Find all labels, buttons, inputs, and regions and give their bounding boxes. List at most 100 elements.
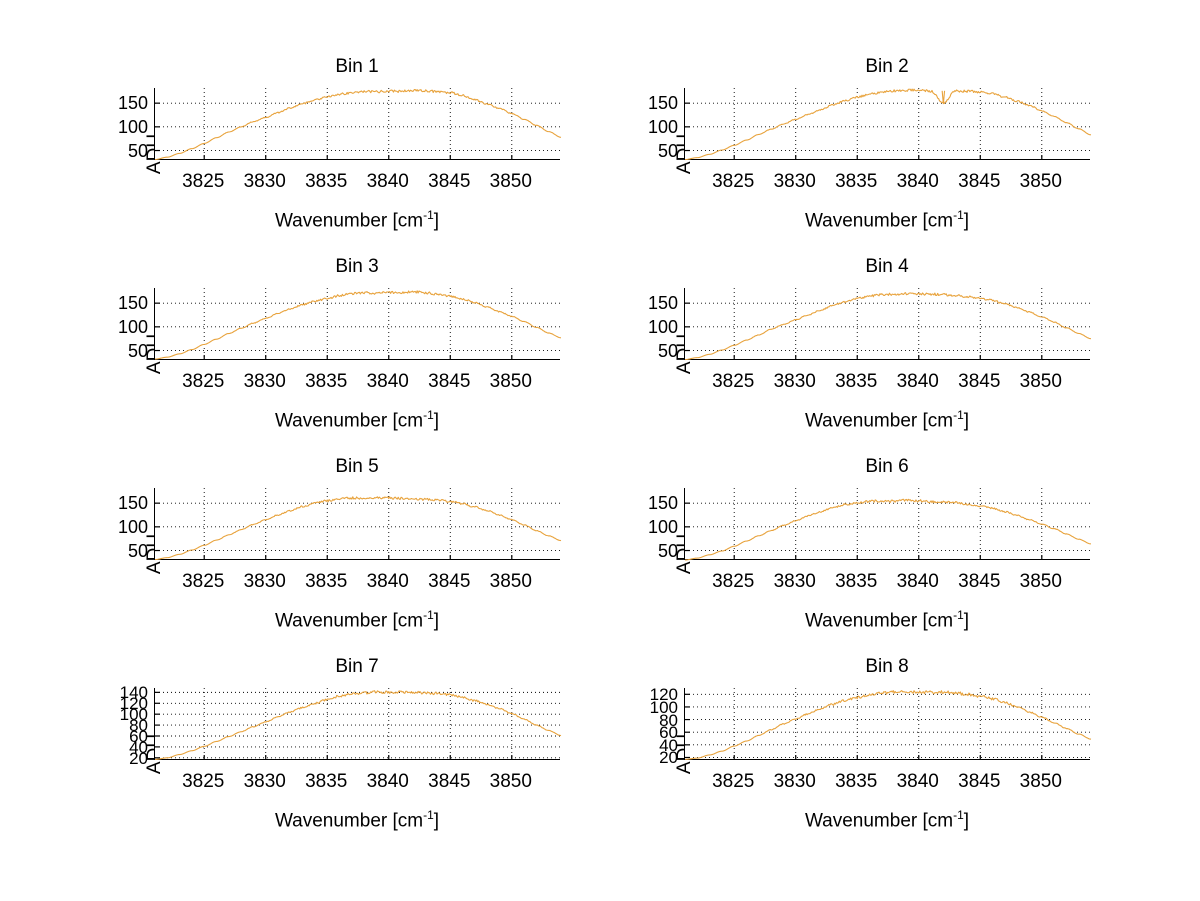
x-tick-label: 3850	[489, 371, 532, 392]
x-axis-label: Wavenumber [cm-1]	[154, 208, 560, 232]
x-axis-label: Wavenumber [cm-1]	[154, 808, 560, 832]
x-tick-label: 3835	[305, 571, 348, 592]
x-tick-label: 3825	[712, 771, 755, 792]
spectrum-line	[154, 89, 562, 161]
x-tick-label: 3825	[182, 571, 225, 592]
subplot-panel-6: Bin 6ADU50100150382538303835384038453850…	[564, 452, 1110, 654]
y-tick-label: 20	[129, 748, 148, 768]
subplot-panel-7: Bin 7ADU20406080100120140382538303835384…	[34, 652, 580, 854]
spectrum-line	[154, 690, 562, 760]
x-axis-label: Wavenumber [cm-1]	[684, 808, 1090, 832]
spectrum-line	[154, 290, 562, 360]
subplot-panel-2: Bin 2ADU50100150382538303835384038453850…	[564, 52, 1110, 254]
x-axis-label-text: Wavenumber [cm	[804, 610, 954, 632]
y-tick-label: 150	[647, 93, 678, 114]
y-tick-label: 100	[117, 316, 148, 337]
x-tick-label: 3850	[1019, 371, 1062, 392]
y-tick-label: 50	[127, 140, 148, 161]
y-tick-label: 150	[647, 493, 678, 514]
x-axis-label-bracket: ]	[963, 810, 970, 832]
x-tick-label: 3845	[428, 371, 471, 392]
y-tick-label: 100	[117, 116, 148, 137]
x-axis-label-bracket: ]	[963, 210, 970, 232]
x-tick-label: 3840	[366, 771, 409, 792]
x-axis-label: Wavenumber [cm-1]	[154, 608, 560, 632]
spectrum-line	[684, 498, 1092, 561]
x-tick-label: 3850	[489, 771, 532, 792]
y-tick-label: 150	[117, 293, 148, 314]
x-tick-label: 3830	[773, 571, 816, 592]
y-tick-label: 60	[129, 727, 148, 746]
x-tick-label: 3835	[305, 371, 348, 392]
x-axis-label-bracket: ]	[433, 810, 440, 832]
x-axis-label-exponent: -1	[953, 208, 964, 222]
subplot-panel-5: Bin 5ADU50100150382538303835384038453850…	[34, 452, 580, 654]
plot-area	[154, 488, 562, 561]
x-tick-label: 3840	[366, 571, 409, 592]
x-tick-label: 3835	[835, 571, 878, 592]
y-tick-label: 100	[647, 316, 678, 337]
x-axis-label-bracket: ]	[433, 410, 440, 432]
x-axis-label-exponent: -1	[953, 808, 964, 822]
y-tick-label: 40	[129, 737, 148, 757]
y-tick-label: 100	[117, 516, 148, 537]
x-tick-label: 3840	[896, 171, 939, 192]
x-tick-label: 3835	[835, 171, 878, 192]
plot-svg	[684, 688, 1092, 760]
x-tick-label: 3840	[896, 771, 939, 792]
x-tick-label: 3835	[835, 771, 878, 792]
x-tick-label: 3845	[958, 371, 1001, 392]
y-tick-label: 100	[647, 116, 678, 137]
x-tick-label: 3840	[896, 571, 939, 592]
x-axis-label-bracket: ]	[433, 210, 440, 232]
plot-area	[154, 688, 562, 760]
x-axis-label-bracket: ]	[963, 610, 970, 632]
x-axis-label-exponent: -1	[423, 408, 434, 422]
x-tick-label: 3850	[489, 571, 532, 592]
x-tick-label: 3835	[835, 371, 878, 392]
plot-area	[154, 88, 562, 161]
x-tick-label: 3825	[182, 371, 225, 392]
y-tick-label: 50	[657, 340, 678, 361]
plot-svg	[684, 288, 1092, 361]
spectrum-line	[154, 496, 562, 561]
subplot-panel-4: Bin 4ADU50100150382538303835384038453850…	[564, 252, 1110, 454]
x-axis-label: Wavenumber [cm-1]	[684, 208, 1090, 232]
x-tick-label: 3835	[305, 771, 348, 792]
x-tick-label: 3845	[428, 171, 471, 192]
y-tick-label: 60	[659, 723, 678, 743]
x-axis-label-exponent: -1	[423, 808, 434, 822]
y-tick-label: 50	[657, 540, 678, 561]
y-tick-label: 150	[117, 493, 148, 514]
x-axis-label-exponent: -1	[423, 208, 434, 222]
y-tick-label: 120	[649, 685, 678, 705]
plot-area	[684, 688, 1092, 760]
subplot-title: Bin 4	[865, 256, 909, 277]
plot-area	[684, 288, 1092, 361]
x-axis-label-bracket: ]	[433, 610, 440, 632]
spectrum-line	[684, 690, 1092, 760]
y-tick-label: 140	[119, 683, 148, 703]
x-tick-label: 3830	[773, 171, 816, 192]
x-axis-label-bracket: ]	[963, 410, 970, 432]
subplot-title: Bin 3	[335, 256, 379, 277]
x-tick-label: 3825	[712, 571, 755, 592]
y-tick-label: 150	[647, 293, 678, 314]
subplot-title: Bin 8	[865, 656, 909, 677]
x-tick-label: 3830	[773, 771, 816, 792]
x-tick-label: 3840	[366, 171, 409, 192]
plot-area	[684, 488, 1092, 561]
plot-svg	[154, 288, 562, 360]
x-axis-label-text: Wavenumber [cm	[804, 410, 954, 432]
x-axis-label-text: Wavenumber [cm	[274, 410, 424, 432]
plot-svg	[684, 488, 1092, 561]
plot-svg	[154, 688, 562, 760]
x-tick-label: 3830	[243, 371, 286, 392]
x-tick-label: 3850	[1019, 771, 1062, 792]
x-tick-label: 3840	[366, 371, 409, 392]
x-axis-label-text: Wavenumber [cm	[274, 610, 424, 632]
plot-svg	[154, 488, 562, 561]
x-tick-label: 3825	[712, 371, 755, 392]
x-tick-label: 3830	[243, 771, 286, 792]
